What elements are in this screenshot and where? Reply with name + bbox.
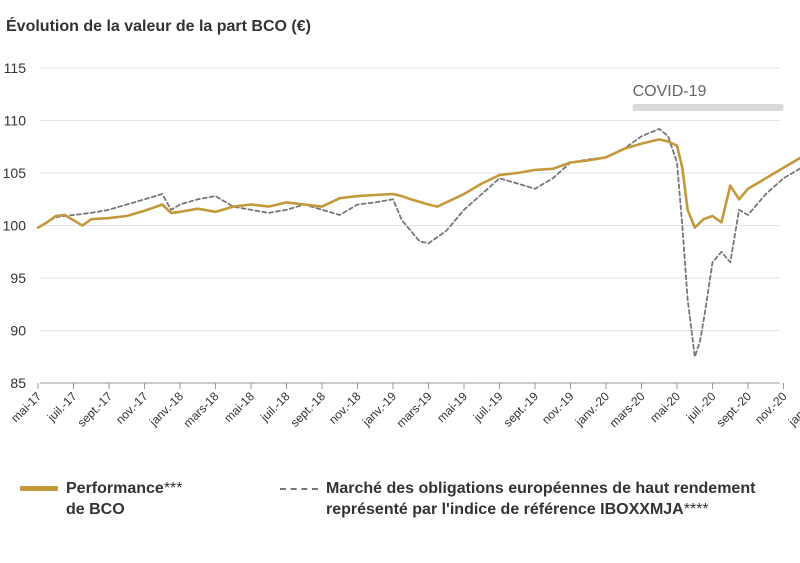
x-tick-label: mai-20 bbox=[647, 389, 683, 425]
legend-item-market: Marché des obligations européennes de ha… bbox=[280, 478, 755, 520]
covid-label: COVID-19 bbox=[633, 83, 707, 100]
y-tick-label: 100 bbox=[3, 218, 27, 234]
y-axis-ticks: 85 90 95 100 105 110 115 bbox=[3, 60, 27, 391]
x-tick-label: sept.-18 bbox=[288, 389, 329, 430]
y-tick-label: 110 bbox=[4, 113, 27, 129]
x-tick-label: janv.-21 bbox=[785, 389, 800, 429]
legend-swatch-market bbox=[280, 488, 318, 490]
x-tick-label: sept.-20 bbox=[714, 389, 755, 430]
x-tick-label: nov.-18 bbox=[326, 389, 364, 427]
x-tick-label: mars-19 bbox=[394, 389, 435, 430]
series-line-bco bbox=[36, 138, 800, 229]
x-tick-label: nov.-19 bbox=[539, 389, 577, 427]
line-chart: 85 90 95 100 105 110 115 mai-17 juil.-17sept.-1… bbox=[3, 60, 800, 430]
chart-title: Évolution de la valeur de la part BCO (€… bbox=[6, 18, 311, 35]
y-tick-label: 115 bbox=[4, 60, 27, 76]
x-tick-label: sept.-17 bbox=[75, 389, 116, 430]
legend-item-bco: Performance*** de BCO bbox=[20, 478, 183, 520]
x-tick-label: janv.-19 bbox=[359, 389, 399, 429]
x-tick-label: janv.-20 bbox=[572, 389, 612, 429]
x-axis: mai-17 juil.-17sept.-17nov.-17janv.-18mar… bbox=[8, 383, 800, 430]
x-tick-label: nov.-20 bbox=[752, 389, 790, 427]
legend-label-bco: Performance bbox=[66, 480, 164, 497]
x-tick-label: mars-20 bbox=[607, 389, 648, 430]
x-tick-label: mai-17 bbox=[8, 389, 44, 425]
covid-annotation: COVID-19 bbox=[632, 83, 784, 111]
x-tick-label: nov.-17 bbox=[113, 389, 151, 427]
legend-swatch-bco bbox=[20, 486, 58, 491]
legend-sup-market: **** bbox=[683, 501, 709, 518]
covid-bar bbox=[632, 104, 784, 111]
legend-label-market-line2: représenté par l'indice de référence IBO… bbox=[326, 501, 684, 518]
series-lines bbox=[36, 128, 800, 358]
x-tick-label: janv.-18 bbox=[146, 389, 186, 429]
y-tick-label: 90 bbox=[10, 323, 26, 339]
x-tick-label: mars-18 bbox=[181, 389, 222, 430]
legend-label-bco-line2: de BCO bbox=[66, 501, 125, 518]
legend-label-market: Marché des obligations européennes de ha… bbox=[326, 480, 756, 497]
grid bbox=[40, 67, 780, 384]
y-tick-label: 105 bbox=[3, 165, 27, 181]
y-tick-label: 95 bbox=[10, 270, 26, 286]
series-line-market bbox=[37, 128, 800, 358]
x-tick-label: sept.-19 bbox=[501, 389, 542, 430]
x-tick-label: mai-19 bbox=[434, 389, 470, 425]
y-tick-label: 85 bbox=[10, 375, 26, 391]
x-tick-label: mai-18 bbox=[221, 389, 257, 425]
legend-sup-bco: *** bbox=[163, 480, 183, 497]
